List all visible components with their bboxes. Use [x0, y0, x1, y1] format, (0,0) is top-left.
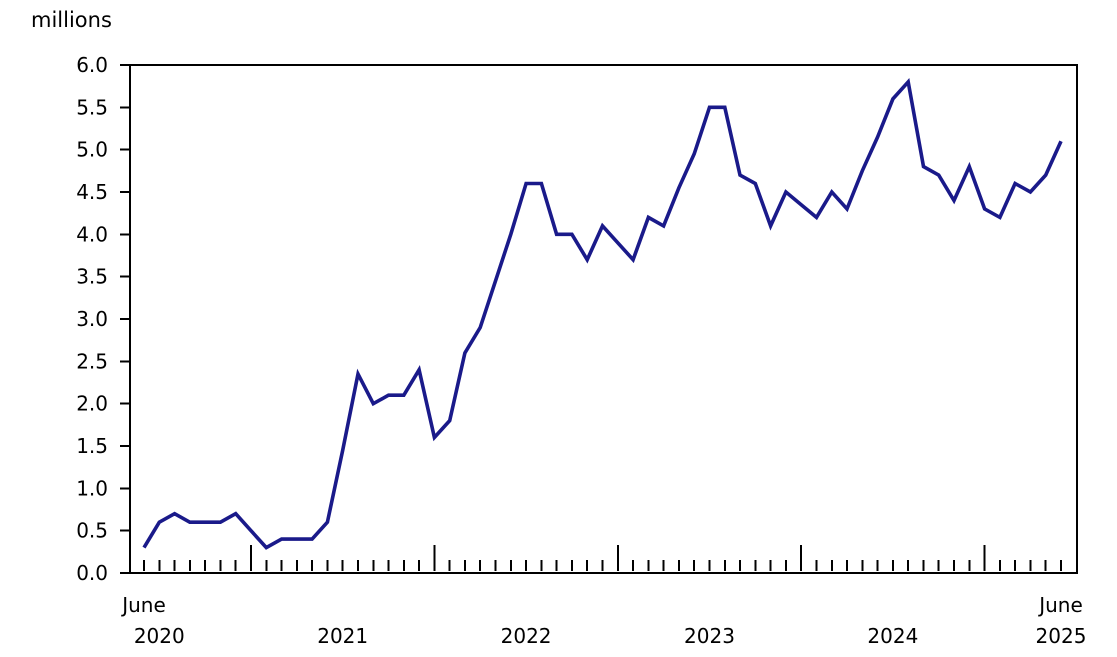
x-axis-tick-label: 2025: [1036, 624, 1087, 648]
y-axis-tick-label: 1.5: [76, 434, 108, 458]
y-axis-tick-label: 2.5: [76, 349, 108, 373]
y-axis-tick-label: 0.0: [76, 561, 108, 585]
y-axis-unit-label: millions: [31, 8, 112, 32]
y-axis-tick-label: 0.5: [76, 519, 108, 543]
x-axis-tick-label: 2024: [867, 624, 918, 648]
y-axis-tick-label: 5.5: [76, 95, 108, 119]
x-axis-tick-label: 2023: [684, 624, 735, 648]
x-axis-tick-label: June: [120, 593, 166, 617]
y-axis-tick-label: 1.0: [76, 476, 108, 500]
data-series-line: [142, 77, 1063, 550]
plot-frame: [129, 64, 1078, 574]
y-axis-tick-label: 2.0: [76, 392, 108, 416]
x-axis-tick-label: June: [1037, 593, 1083, 617]
y-axis-tick-label: 6.0: [76, 53, 108, 77]
y-axis-tick-label: 3.0: [76, 307, 108, 331]
x-axis-tick-label: 2022: [501, 624, 552, 648]
x-axis-tick-label: 2020: [134, 624, 185, 648]
x-axis-tick-label: 2021: [317, 624, 368, 648]
y-axis-tick-label: 4.0: [76, 222, 108, 246]
y-axis-tick-label: 3.5: [76, 265, 108, 289]
y-axis-tick-label: 4.5: [76, 180, 108, 204]
y-axis-tick-label: 5.0: [76, 138, 108, 162]
